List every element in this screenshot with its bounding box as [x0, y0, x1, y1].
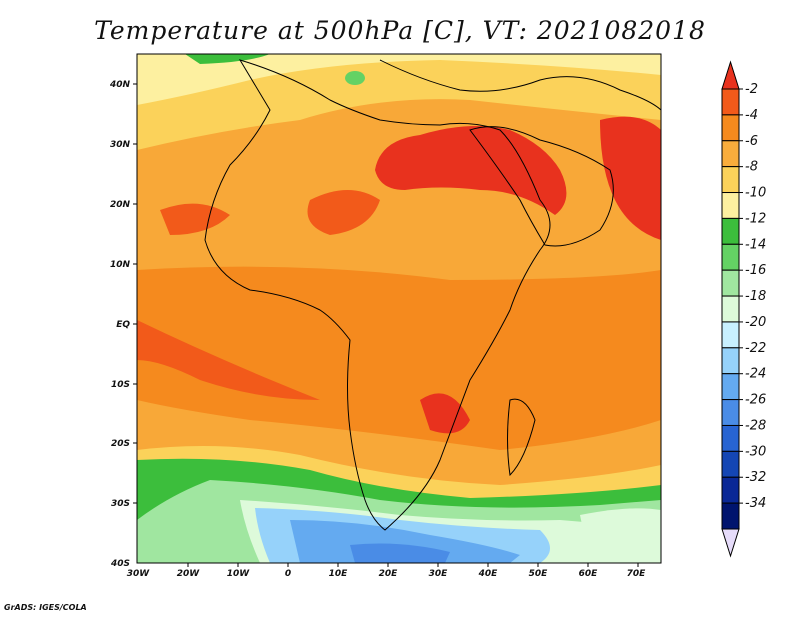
lon-label: 20E [379, 569, 399, 579]
colorbar-swatch [721, 140, 740, 168]
colorbar-label: -12 [745, 211, 766, 226]
colorbar-swatch [721, 243, 740, 271]
latitude-ticks [133, 83, 137, 504]
plot-frame [136, 53, 662, 564]
colorbar-swatch [721, 217, 740, 245]
colorbar-label: -20 [745, 315, 766, 330]
longitude-labels: 30W 20W 10W 0 10E 20E 30E 40E 50E 60E 70… [127, 569, 646, 579]
colorbar-label: -8 [745, 160, 758, 175]
lon-label: 30E [429, 569, 449, 579]
coastlines [204, 59, 661, 531]
lat-label: 10N [110, 260, 131, 270]
colorbar-arrow-bottom [721, 528, 740, 558]
lon-label: 10W [227, 569, 251, 579]
colorbar-swatch [721, 114, 740, 142]
lon-label: 10E [329, 569, 349, 579]
lon-label: 20W [177, 569, 201, 579]
colorbar-swatch [721, 192, 740, 219]
lat-label: 10S [111, 380, 130, 390]
lon-label: 60E [579, 569, 599, 579]
colorbar-swatch [721, 502, 740, 530]
colorbar-label: -18 [745, 289, 766, 304]
colorbar-label: -4 [745, 108, 758, 123]
latitude-labels: 40N 30N 20N 10N EQ 10S 20S 30S 40S [109, 80, 131, 569]
colorbar-arrow-top [721, 60, 740, 90]
colorbar-label: -2 [745, 82, 758, 97]
colorbar-swatch [721, 269, 740, 297]
colorbar-label: -10 [745, 186, 766, 201]
lat-label: 40S [110, 559, 130, 569]
colorbar-label: -26 [745, 393, 766, 408]
colorbar-swatch [721, 88, 740, 116]
colorbar-swatch [721, 347, 740, 375]
temperature-field [137, 54, 661, 563]
colorbar-swatch [721, 399, 740, 426]
colorbar-label: -14 [745, 237, 766, 252]
colorbar-label: -6 [745, 134, 758, 149]
colorbar-swatch [721, 450, 740, 478]
colorbar-swatch [721, 295, 740, 323]
lat-label: 20S [111, 439, 130, 449]
lon-label: 40E [478, 569, 499, 579]
colorbar-swatch [721, 424, 740, 452]
colorbar-swatch [721, 166, 740, 194]
colorbar-label: -30 [745, 444, 766, 459]
colorbar: -2 -4 -6 -8 -10 -12 -14 -16 -18 -20 -22 -24 -26 -28 -3… [721, 60, 766, 558]
credit-text: GrADS: IGES/COLA [4, 603, 87, 612]
colorbar-label: -34 [745, 496, 766, 511]
colorbar-swatch [721, 321, 740, 349]
colorbar-label: -32 [745, 470, 766, 485]
colorbar-label: -22 [745, 341, 766, 356]
colorbar-swatch [721, 373, 740, 401]
lon-label: 30W [127, 569, 151, 579]
lat-label: 30S [111, 499, 130, 509]
lat-label: 40N [109, 80, 131, 90]
map-title: Temperature at 500hPa [C], VT: 202108201… [94, 16, 706, 45]
lat-label: 30N [110, 140, 131, 150]
colorbar-label: -16 [745, 263, 766, 278]
lat-label: 20N [110, 200, 131, 210]
colorbar-swatch [721, 476, 740, 504]
lon-label: 70E [627, 569, 647, 579]
lon-label: 50E [529, 569, 549, 579]
lat-label: EQ [116, 320, 130, 330]
longitude-ticks [187, 563, 639, 567]
lon-label: 0 [285, 569, 291, 579]
colorbar-label: -24 [745, 367, 766, 382]
colorbar-label: -28 [745, 418, 766, 433]
